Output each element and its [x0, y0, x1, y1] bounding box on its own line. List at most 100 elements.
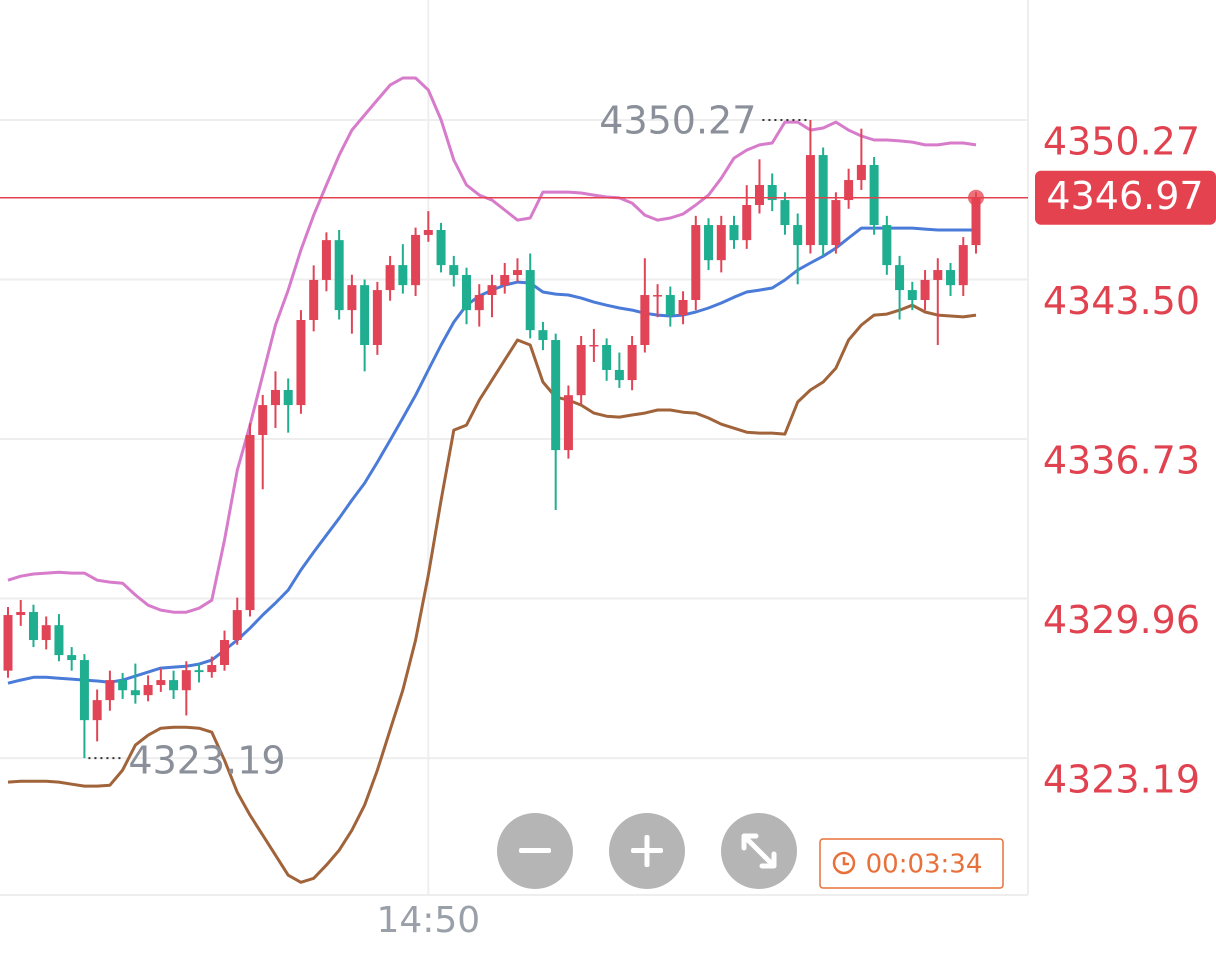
- grid: [0, 0, 1028, 895]
- candle-body: [423, 229, 433, 235]
- labels: 4350.27 4343.50 4336.73 4329.96 4323.19 14:50…: [0, 98, 1216, 941]
- candle-body: [41, 625, 51, 641]
- zoom-out-button[interactable]: [497, 813, 573, 889]
- candle-body: [398, 265, 408, 286]
- y-tick-label: 4323.19: [1043, 758, 1200, 802]
- candle-body: [462, 275, 472, 311]
- candle-body: [118, 680, 128, 691]
- fullscreen-button[interactable]: [721, 813, 797, 889]
- candle-body: [907, 290, 917, 300]
- candle-body: [283, 390, 293, 406]
- minus-icon: [519, 848, 551, 853]
- candle-body: [551, 340, 561, 451]
- candle-body: [933, 270, 943, 280]
- candle-body: [780, 200, 790, 226]
- candle-body: [372, 290, 382, 345]
- candle-body: [614, 369, 624, 381]
- candle-body: [895, 265, 905, 291]
- candle-body: [856, 164, 866, 181]
- candle-body: [245, 435, 255, 611]
- candle-body: [971, 197, 981, 246]
- candle-body: [754, 184, 764, 206]
- y-tick-label: 4350.27: [1043, 119, 1200, 163]
- candle-body: [143, 685, 153, 696]
- candle-body: [181, 670, 191, 691]
- candle-body: [321, 240, 331, 280]
- candle-body: [767, 184, 777, 201]
- clock-icon: [832, 851, 856, 875]
- candle-body: [576, 344, 586, 396]
- y-tick-label: 4336.73: [1043, 439, 1200, 483]
- candle-body: [449, 265, 459, 276]
- candle-body: [270, 390, 280, 406]
- last-price-tag: [1035, 170, 1216, 225]
- candle-body: [169, 680, 179, 691]
- expand-icon: [741, 833, 777, 869]
- last-price-dot: [968, 189, 984, 206]
- candle-body: [347, 285, 357, 311]
- candle-body: [512, 270, 522, 276]
- candle-body: [538, 330, 548, 341]
- candle-body: [79, 660, 89, 721]
- candle-body: [729, 225, 739, 241]
- candle-body: [156, 680, 166, 686]
- candle-body: [67, 655, 77, 661]
- candle-body: [296, 320, 306, 406]
- candle-body: [500, 275, 510, 286]
- candle-body: [360, 285, 370, 345]
- candle-body: [411, 234, 421, 286]
- candle-body: [563, 395, 573, 451]
- candle-body: [436, 229, 446, 266]
- candles: [3, 119, 981, 759]
- candle-body: [258, 405, 268, 436]
- candle-body: [130, 690, 140, 696]
- candle-body: [691, 225, 701, 300]
- candle-body: [742, 205, 752, 241]
- candle-body: [54, 625, 64, 656]
- candle-body: [220, 640, 230, 666]
- band-line: [7, 76, 977, 614]
- candle-body: [309, 279, 319, 321]
- candle-body: [665, 295, 675, 316]
- candle-body: [678, 299, 688, 316]
- candle-body: [207, 665, 217, 673]
- countdown-text: 00:03:34: [866, 850, 983, 880]
- candle-body: [92, 700, 102, 721]
- candle-body: [793, 225, 803, 246]
- candle-body: [602, 344, 612, 370]
- candle-body: [704, 225, 714, 261]
- zoom-in-button[interactable]: [609, 813, 685, 889]
- candle-body: [653, 295, 663, 297]
- high-label: 4350.27: [599, 98, 756, 142]
- x-tick-label: 14:50: [376, 900, 480, 941]
- candle-body: [232, 610, 242, 641]
- candle-body: [487, 285, 497, 296]
- countdown-box: 00:03:34: [819, 838, 1004, 889]
- last-price-label: 4346.97: [1046, 174, 1203, 218]
- plus-icon: [644, 835, 650, 867]
- band-line: [7, 303, 977, 884]
- clock-hands: [842, 857, 849, 866]
- candle-body: [946, 270, 956, 286]
- candle-body: [640, 295, 650, 345]
- countdown-border: [819, 838, 1004, 889]
- candle-body: [818, 155, 828, 246]
- y-tick-label: 4343.50: [1043, 279, 1200, 323]
- candle-body: [525, 270, 535, 331]
- candle-body: [28, 611, 38, 641]
- candle-body: [844, 180, 854, 201]
- candle-body: [16, 611, 26, 616]
- candle-body: [627, 344, 637, 381]
- candle-body: [589, 344, 599, 347]
- low-label: 4323.19: [128, 739, 285, 783]
- candle-body: [958, 245, 968, 286]
- candle-body: [920, 279, 930, 300]
- candle-body: [474, 295, 484, 311]
- candle-body: [716, 225, 726, 261]
- candle-body: [334, 240, 344, 311]
- candle-body: [869, 164, 879, 226]
- candle-body: [882, 225, 892, 266]
- candle-body: [105, 680, 115, 701]
